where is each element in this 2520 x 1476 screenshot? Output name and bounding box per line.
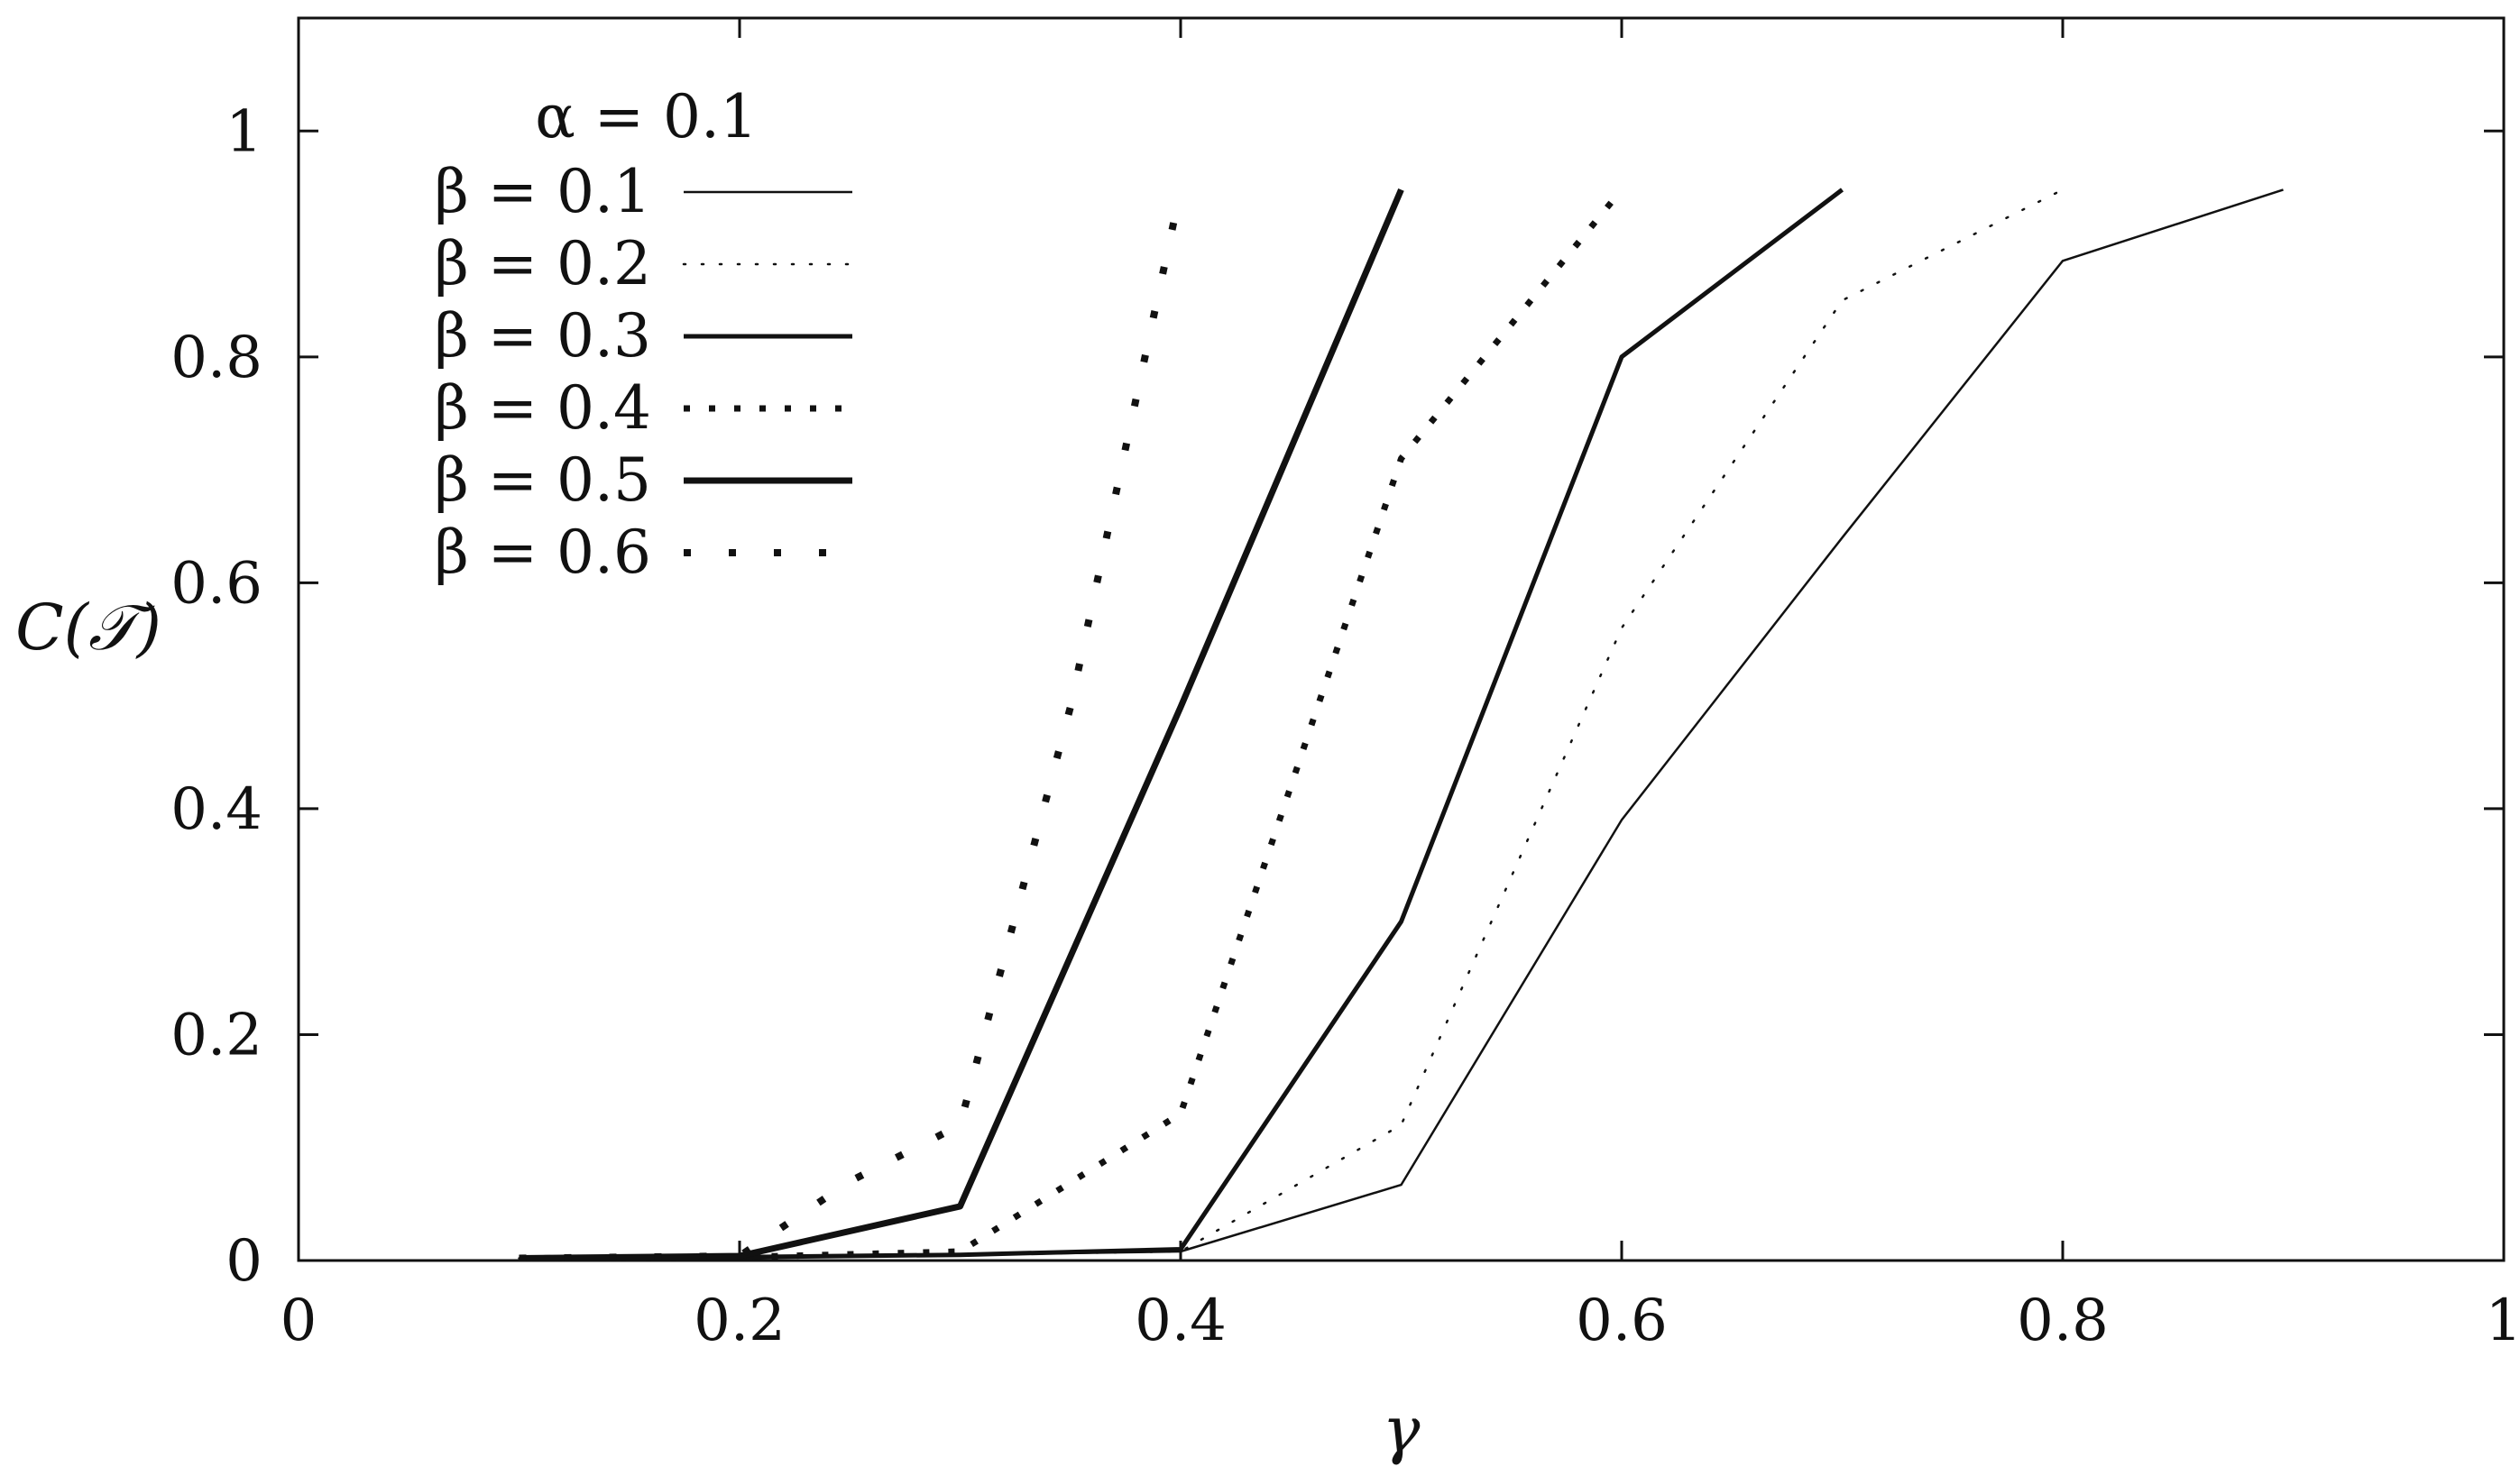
legend-title: α = 0.1 [535,82,758,151]
series-line-6 [519,188,1184,1262]
plot-frame [297,16,2506,1262]
x-tick-label: 0.4 [1135,1288,1227,1354]
legend-label-6: β = 0.6 [435,518,651,587]
y-tick-label: 0.6 [170,550,262,617]
series-line-4 [519,188,1624,1261]
x-tick-label: 0.2 [694,1288,786,1354]
legend-label-2: β = 0.2 [435,229,651,298]
legend-label-3: β = 0.3 [435,301,651,371]
legend: α = 0.1β = 0.1β = 0.2β = 0.3β = 0.4β = 0… [435,82,854,587]
series-line-3 [519,188,1844,1261]
series-layer [518,188,2284,1262]
y-tick-label: 0 [225,1228,262,1295]
x-tick-label: 0.8 [2017,1288,2109,1354]
y-axis-title: C(𝒯) [15,591,161,665]
x-tick-label: 1 [2486,1288,2520,1354]
legend-label-5: β = 0.5 [435,445,651,515]
series-line-2 [518,188,2065,1260]
y-tick-label: 0.8 [170,325,262,391]
series-line-5 [519,188,1404,1261]
x-tick-label: 0 [281,1288,317,1354]
x-tick-label: 0.6 [1576,1288,1668,1354]
y-tick-label: 1 [225,98,262,165]
series-line-1 [519,188,2284,1260]
legend-label-1: β = 0.1 [435,157,651,226]
y-tick-label: 0.4 [170,776,262,843]
x-axis-title: γ [1383,1393,1421,1467]
y-tick-label: 0.2 [170,1002,262,1068]
legend-label-4: β = 0.4 [435,373,651,443]
ticks-layer: 0 0.2 0.4 0.6 0.8 1 0 0.2 0.4 0.6 0.8 1 [170,18,2520,1354]
